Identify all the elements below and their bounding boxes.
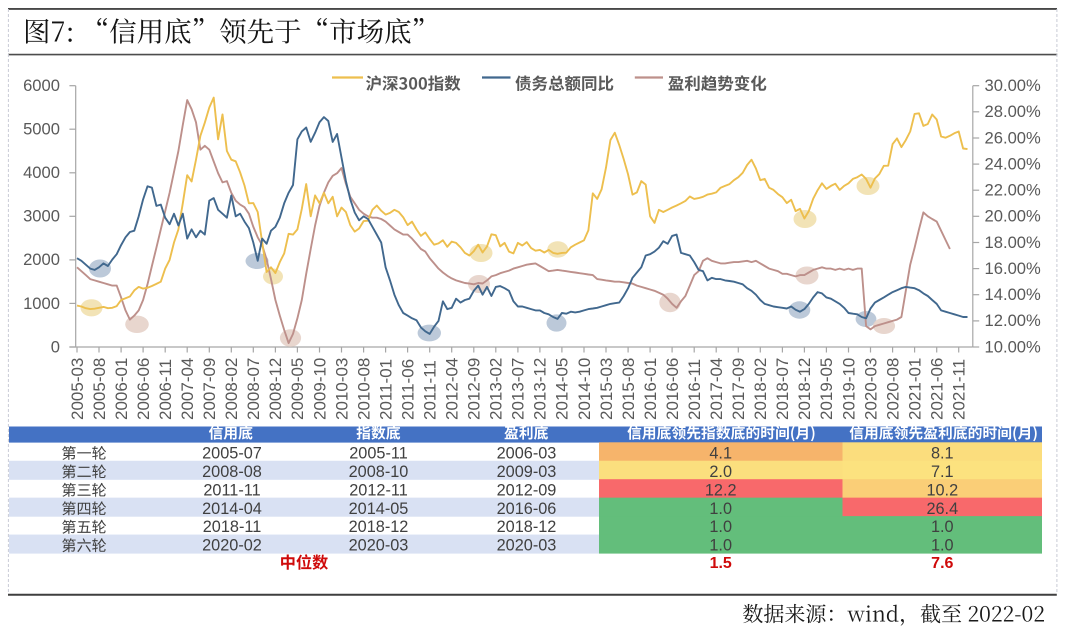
svg-text:2007-09: 2007-09 [200,358,219,420]
svg-text:1.0: 1.0 [931,537,954,555]
svg-text:2014-05: 2014-05 [349,500,409,518]
svg-text:2008-10: 2008-10 [349,463,409,481]
svg-text:2018-12: 2018-12 [795,358,814,420]
svg-text:2006-11: 2006-11 [156,359,175,420]
svg-text:3000: 3000 [23,207,60,226]
svg-text:2011-06: 2011-06 [398,359,417,420]
svg-text:2014-05: 2014-05 [553,358,572,420]
svg-text:2009-10: 2009-10 [310,358,329,420]
svg-text:4000: 4000 [23,163,60,182]
svg-text:24.00%: 24.00% [985,154,1042,173]
svg-text:2014-10: 2014-10 [575,358,594,420]
svg-text:10.2: 10.2 [926,481,958,499]
svg-text:18.00%: 18.00% [985,233,1042,252]
svg-text:26.4: 26.4 [926,500,958,518]
svg-text:2009-05: 2009-05 [288,358,307,420]
svg-text:8.1: 8.1 [931,444,954,462]
svg-text:1000: 1000 [23,294,60,313]
svg-text:26.00%: 26.00% [985,128,1042,147]
svg-text:7.1: 7.1 [931,463,954,481]
svg-text:2005-07: 2005-07 [202,444,262,462]
svg-text:2016-01: 2016-01 [641,358,660,420]
svg-text:2010-03: 2010-03 [332,358,351,420]
svg-text:2016-06: 2016-06 [497,500,557,518]
svg-text:2018-12: 2018-12 [349,518,409,536]
svg-text:2008-02: 2008-02 [222,358,241,420]
svg-text:2011-11: 2011-11 [421,360,440,420]
svg-text:2011-01: 2011-01 [376,359,395,420]
svg-text:2013-02: 2013-02 [487,358,506,420]
svg-text:2019-05: 2019-05 [817,358,836,420]
svg-text:2005-08: 2005-08 [90,358,109,420]
svg-text:16.00%: 16.00% [985,259,1042,278]
svg-text:2012-04: 2012-04 [443,358,462,420]
svg-text:2018-11: 2018-11 [203,518,262,536]
svg-text:4.1: 4.1 [709,444,732,462]
svg-text:22.00%: 22.00% [985,181,1042,200]
svg-text:2.0: 2.0 [709,463,732,481]
svg-text:2020-03: 2020-03 [861,358,880,420]
svg-text:14.00%: 14.00% [985,285,1042,304]
svg-text:1.5: 1.5 [710,555,732,572]
svg-text:2009-03: 2009-03 [497,463,557,481]
svg-text:12.00%: 12.00% [985,311,1042,330]
svg-text:2018-02: 2018-02 [751,358,770,420]
svg-text:2013-12: 2013-12 [531,358,550,420]
svg-text:2020-08: 2020-08 [883,358,902,420]
svg-text:2017-04: 2017-04 [707,358,726,420]
svg-text:2008-07: 2008-07 [244,358,263,420]
svg-text:2020-03: 2020-03 [497,537,557,555]
svg-text:12.2: 12.2 [705,481,737,499]
svg-text:2021-06: 2021-06 [928,358,947,420]
svg-text:2021-01: 2021-01 [905,358,924,420]
svg-text:7.6: 7.6 [931,555,953,572]
svg-text:2012-11: 2012-11 [349,481,408,499]
svg-text:20.00%: 20.00% [985,207,1042,226]
svg-text:6000: 6000 [23,76,60,95]
svg-text:2016-06: 2016-06 [663,358,682,420]
svg-text:2007-04: 2007-04 [178,358,197,420]
svg-text:1.0: 1.0 [709,537,732,555]
svg-text:2021-11: 2021-11 [950,359,969,420]
svg-text:2012-09: 2012-09 [497,481,557,499]
svg-text:2005-11: 2005-11 [349,444,408,462]
svg-text:2017-09: 2017-09 [729,358,748,420]
svg-text:0: 0 [51,337,60,356]
svg-text:5000: 5000 [23,120,60,139]
svg-text:1.0: 1.0 [709,500,732,518]
svg-text:2020-03: 2020-03 [349,537,409,555]
svg-text:2015-03: 2015-03 [597,358,616,420]
svg-text:2019-10: 2019-10 [839,358,858,420]
svg-text:2000: 2000 [23,250,60,269]
svg-text:2008-08: 2008-08 [202,463,262,481]
svg-text:2008-12: 2008-12 [266,358,285,420]
svg-text:2015-08: 2015-08 [619,358,638,420]
svg-text:2011-11: 2011-11 [203,481,260,499]
svg-text:2016-11: 2016-11 [685,359,704,420]
svg-text:2020-02: 2020-02 [202,537,262,555]
svg-text:2010-08: 2010-08 [354,358,373,420]
svg-text:2014-04: 2014-04 [202,500,262,518]
svg-text:2006-03: 2006-03 [497,444,557,462]
svg-text:2006-06: 2006-06 [134,358,153,420]
svg-text:2013-07: 2013-07 [509,358,528,420]
svg-text:2005-03: 2005-03 [68,358,87,420]
svg-text:2018-07: 2018-07 [773,358,792,420]
svg-text:2012-09: 2012-09 [465,358,484,420]
svg-text:1.0: 1.0 [709,518,732,536]
svg-text:2006-01: 2006-01 [112,358,131,420]
svg-text:2018-12: 2018-12 [497,518,557,536]
svg-text:1.0: 1.0 [931,518,954,536]
svg-text:10.00%: 10.00% [985,337,1042,356]
svg-text:28.00%: 28.00% [985,102,1042,121]
svg-text:30.00%: 30.00% [985,76,1042,95]
